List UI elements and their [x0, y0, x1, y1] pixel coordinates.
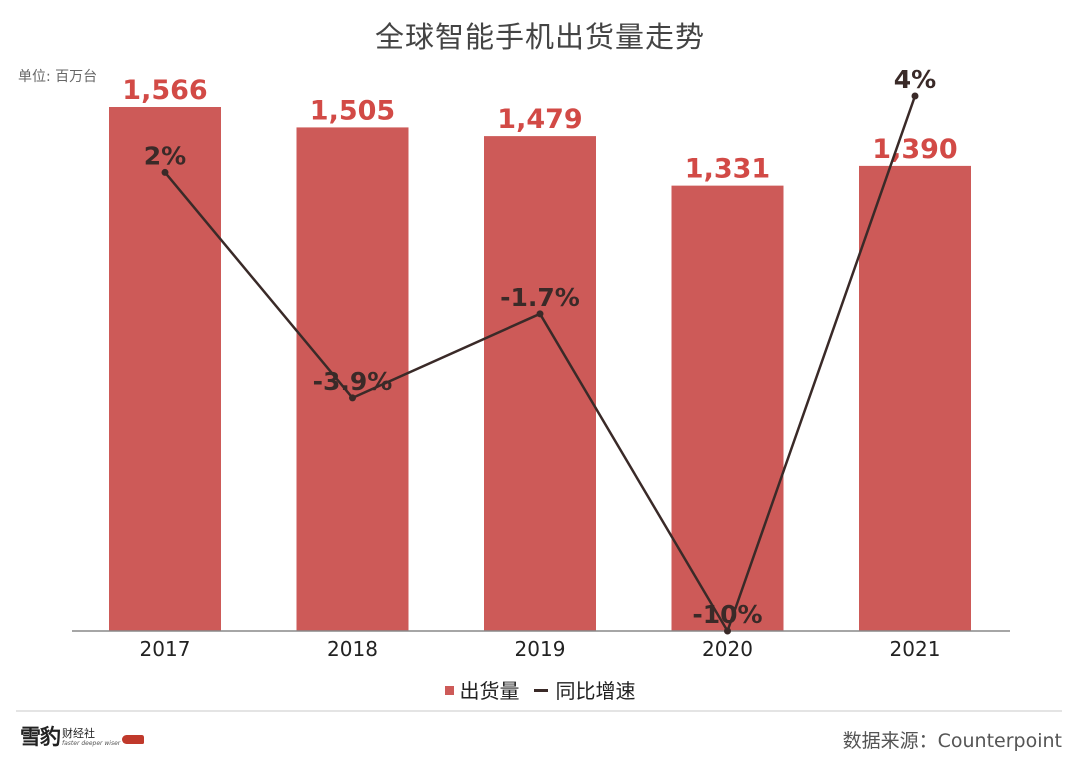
bar-2017: [109, 107, 221, 631]
growth-point: [536, 310, 544, 318]
logo-tagline: faster deeper wiser: [62, 740, 121, 747]
x-tick-label: 2018: [327, 637, 378, 661]
growth-point: [161, 168, 169, 176]
growth-value-label: 2%: [144, 141, 186, 170]
chart-area: 1,566 2017 1,505 2018 1,479 2019 1,331 2020 1,39…: [72, 65, 1010, 661]
legend-line-swatch: [533, 689, 548, 692]
bar-value-label: 1,331: [685, 154, 770, 185]
bar-2020: [671, 185, 784, 631]
growth-point: [911, 92, 919, 100]
bar-value-label: 1,390: [872, 134, 957, 165]
bar-value-label: 1,566: [122, 75, 207, 106]
legend-line-label: 同比增速: [555, 679, 636, 703]
logo-sub-text: 财经社: [62, 727, 95, 740]
bar-2019: [484, 136, 596, 631]
bar-2021: [859, 165, 971, 631]
footer-divider: [16, 710, 1062, 712]
chart-title: 全球智能手机出货量走势: [374, 20, 705, 54]
growth-value-label: 4%: [894, 65, 936, 94]
unit-label: 单位: 百万台: [18, 69, 98, 85]
x-tick-label: 2019: [515, 637, 566, 661]
growth-value-label: -1.7%: [500, 283, 580, 312]
growth-point: [724, 627, 731, 635]
bar-value-label: 1,479: [497, 104, 582, 135]
legend: 出货量 同比增速: [0, 675, 1080, 704]
x-tick-label: 2020: [702, 637, 753, 661]
data-source: 数据来源：Counterpoint: [842, 730, 1062, 752]
legend-bar-swatch: [444, 686, 454, 695]
leopard-icon: [122, 735, 145, 744]
growth-value-label: -3.9%: [313, 367, 393, 396]
growth-point: [349, 394, 356, 402]
x-tick-label: 2021: [890, 637, 941, 661]
brand-logo: 雪豹 财经社 faster deeper wiser: [20, 724, 145, 749]
growth-value-label: -10%: [692, 600, 762, 629]
bar-2018: [296, 127, 409, 631]
legend-bar-label: 出货量: [459, 679, 520, 703]
x-tick-label: 2017: [140, 637, 191, 661]
bar-value-label: 1,505: [310, 95, 395, 126]
logo-main-text: 雪豹: [20, 724, 61, 749]
